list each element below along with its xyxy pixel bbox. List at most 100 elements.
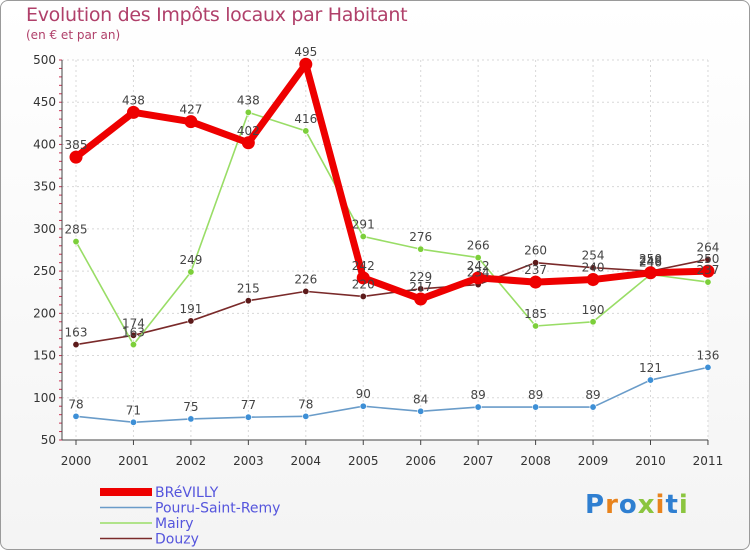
- data-point-br-villy: [356, 271, 370, 285]
- data-label-br-villy: 402: [237, 124, 260, 138]
- data-point-br-villy: [529, 275, 543, 289]
- y-tick-label: 50: [41, 433, 56, 447]
- data-point-douzy: [244, 297, 252, 305]
- data-label-br-villy: 237: [524, 263, 547, 277]
- data-label-mairy: 438: [237, 93, 260, 107]
- legend-label-douzy: Douzy: [155, 532, 199, 548]
- data-label-douzy: 234: [467, 266, 490, 280]
- data-point-pouru-saint-remy: [129, 418, 137, 426]
- data-point-pouru-saint-remy: [474, 403, 482, 411]
- data-point-pouru-saint-remy: [72, 412, 80, 420]
- proxiti-logo: Proxiti: [585, 490, 689, 520]
- logo-letter: x: [637, 490, 656, 520]
- y-tick-label: 450: [33, 95, 56, 109]
- data-label-douzy: 264: [696, 240, 719, 254]
- chart-subtitle: (en € et par an): [26, 28, 121, 42]
- data-label-douzy: 215: [237, 282, 260, 296]
- plot-area: [62, 60, 708, 440]
- y-tick-label: 350: [33, 180, 56, 194]
- data-label-douzy: 163: [65, 326, 88, 340]
- legend-label-pouru-saint-remy: Pouru-Saint-Remy: [155, 501, 280, 517]
- data-point-pouru-saint-remy: [187, 415, 195, 423]
- data-label-br-villy: 242: [352, 259, 375, 273]
- x-tick-label: 2006: [405, 454, 436, 468]
- data-point-pouru-saint-remy: [244, 413, 252, 421]
- data-label-douzy: 254: [582, 249, 605, 263]
- data-point-mairy: [532, 322, 540, 330]
- data-point-br-villy: [644, 266, 657, 280]
- data-point-br-villy: [299, 57, 313, 71]
- x-tick-label: 2001: [118, 454, 149, 468]
- data-label-br-villy: 250: [696, 252, 719, 266]
- y-tick-label: 300: [33, 222, 56, 236]
- data-point-mairy: [474, 254, 482, 262]
- series-line-br-villy: [72, 60, 712, 303]
- data-point-br-villy: [414, 292, 428, 306]
- data-point-douzy: [359, 292, 367, 300]
- data-label-pouru-saint-remy: 90: [356, 387, 371, 401]
- logo-letter: o: [618, 490, 638, 520]
- data-point-mairy: [129, 341, 137, 349]
- data-point-mairy: [72, 238, 80, 246]
- data-point-pouru-saint-remy: [704, 363, 712, 371]
- data-point-pouru-saint-remy: [646, 376, 654, 384]
- x-tick-label: 2010: [635, 454, 666, 468]
- data-label-mairy: 249: [179, 253, 202, 267]
- data-label-mairy: 266: [467, 239, 490, 253]
- data-point-br-villy: [184, 115, 198, 129]
- data-label-douzy: 250: [639, 252, 662, 266]
- chart-title: Evolution des Impôts locaux par Habitant: [26, 4, 408, 26]
- data-label-pouru-saint-remy: 75: [183, 400, 198, 414]
- data-label-pouru-saint-remy: 89: [471, 388, 486, 402]
- data-label-pouru-saint-remy: 78: [298, 397, 313, 411]
- y-tick-label: 400: [33, 137, 56, 151]
- data-point-pouru-saint-remy: [417, 407, 425, 415]
- data-label-pouru-saint-remy: 77: [241, 398, 256, 412]
- y-tick-label: 150: [33, 349, 56, 363]
- data-point-douzy: [417, 285, 425, 293]
- data-label-douzy: 174: [122, 316, 145, 330]
- data-label-br-villy: 495: [294, 45, 317, 59]
- x-tick-label: 2005: [348, 454, 379, 468]
- data-point-mairy: [589, 318, 597, 326]
- data-label-mairy: 285: [65, 223, 88, 237]
- data-point-mairy: [417, 245, 425, 253]
- data-point-mairy: [244, 108, 252, 116]
- data-label-pouru-saint-remy: 71: [126, 403, 141, 417]
- data-label-pouru-saint-remy: 89: [585, 388, 600, 402]
- data-label-douzy: 220: [352, 277, 375, 291]
- data-point-mairy: [187, 268, 195, 276]
- data-label-br-villy: 248: [639, 254, 662, 268]
- data-point-br-villy: [701, 264, 715, 278]
- data-label-br-villy: 438: [122, 93, 145, 107]
- data-label-pouru-saint-remy: 78: [68, 397, 83, 411]
- data-label-mairy: 246: [639, 255, 662, 269]
- y-tick-label: 250: [33, 264, 56, 278]
- data-point-mairy: [704, 278, 712, 286]
- x-tick-label: 2003: [233, 454, 264, 468]
- data-point-douzy: [72, 341, 80, 349]
- x-tick-label: 2004: [291, 454, 322, 468]
- x-tick-label: 2011: [693, 454, 724, 468]
- data-label-pouru-saint-remy: 136: [696, 348, 719, 362]
- logo-letter: r: [605, 490, 619, 520]
- data-label-pouru-saint-remy: 84: [413, 392, 428, 406]
- data-label-br-villy: 240: [582, 261, 605, 275]
- data-label-mairy: 163: [122, 326, 145, 340]
- data-label-mairy: 185: [524, 307, 547, 321]
- data-label-douzy: 191: [179, 302, 202, 316]
- data-point-douzy: [302, 287, 310, 295]
- data-label-mairy: 416: [294, 112, 317, 126]
- data-label-mairy: 237: [696, 263, 719, 277]
- y-tick-label: 100: [33, 391, 56, 405]
- data-point-br-villy: [126, 105, 140, 119]
- data-point-douzy: [532, 259, 540, 267]
- data-label-br-villy: 217: [409, 280, 432, 294]
- x-tick-label: 2002: [176, 454, 207, 468]
- legend-label-br-villy: BRéVILLY: [155, 485, 219, 501]
- data-label-douzy: 226: [294, 272, 317, 286]
- data-label-pouru-saint-remy: 121: [639, 361, 662, 375]
- series-line-pouru-saint-remy: [75, 366, 709, 424]
- data-label-mairy: 190: [582, 303, 605, 317]
